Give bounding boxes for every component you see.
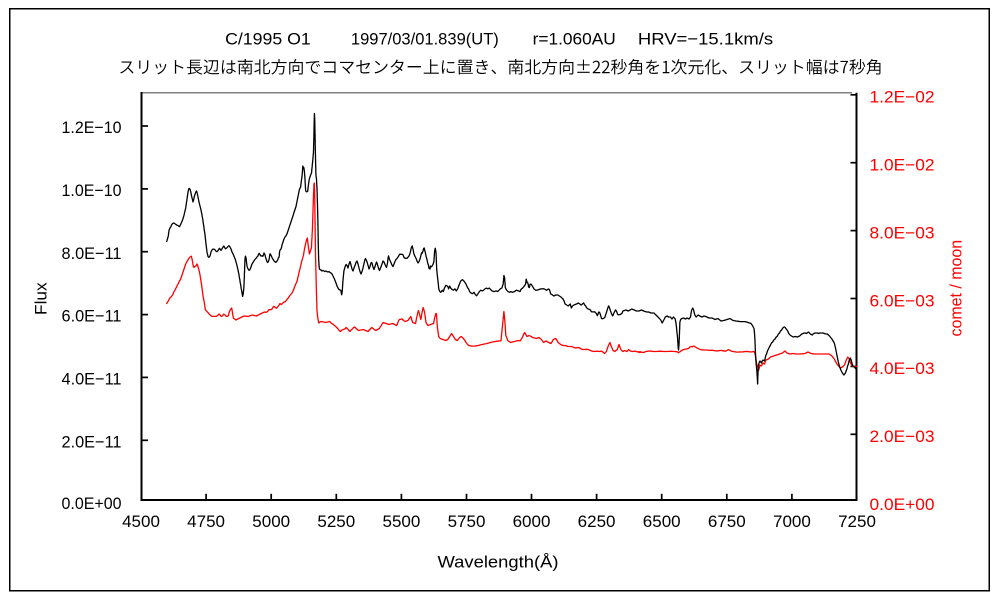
svg-text:HRV=−15.1km/s: HRV=−15.1km/s [638,30,773,49]
svg-text:4.0E−11: 4.0E−11 [62,370,122,389]
svg-text:5000: 5000 [252,512,290,531]
svg-text:1.2E−02: 1.2E−02 [870,88,935,107]
svg-text:1997/03/01.839(UT): 1997/03/01.839(UT) [351,30,499,49]
svg-text:8.0E−03: 8.0E−03 [870,223,935,242]
svg-text:6750: 6750 [708,512,746,531]
svg-text:7000: 7000 [773,512,811,531]
svg-text:7250: 7250 [838,512,876,531]
svg-text:4750: 4750 [187,512,225,531]
svg-text:2.0E−11: 2.0E−11 [62,432,122,451]
svg-text:5750: 5750 [448,512,486,531]
svg-text:6500: 6500 [643,512,681,531]
svg-text:6.0E−11: 6.0E−11 [62,307,122,326]
svg-text:5250: 5250 [317,512,355,531]
svg-text:2.0E−03: 2.0E−03 [870,427,935,446]
svg-text:Wavelength(Å): Wavelength(Å) [438,553,559,572]
svg-text:4500: 4500 [122,512,160,531]
svg-text:6000: 6000 [513,512,551,531]
svg-text:comet / moon: comet / moon [947,240,966,337]
svg-text:6250: 6250 [578,512,616,531]
svg-text:0.0E+00: 0.0E+00 [870,495,935,514]
svg-text:1.0E−02: 1.0E−02 [870,156,935,175]
svg-text:8.0E−11: 8.0E−11 [62,244,122,263]
svg-text:4.0E−03: 4.0E−03 [870,359,935,378]
svg-text:C/1995 O1: C/1995 O1 [225,30,311,49]
svg-text:1.0E−10: 1.0E−10 [62,181,122,200]
svg-text:r=1.060AU: r=1.060AU [533,30,616,49]
svg-text:Flux: Flux [32,282,51,315]
svg-text:6.0E−03: 6.0E−03 [870,291,935,310]
svg-text:5500: 5500 [382,512,420,531]
svg-text:1.2E−10: 1.2E−10 [62,118,122,137]
svg-text:0.0E+00: 0.0E+00 [62,494,122,513]
